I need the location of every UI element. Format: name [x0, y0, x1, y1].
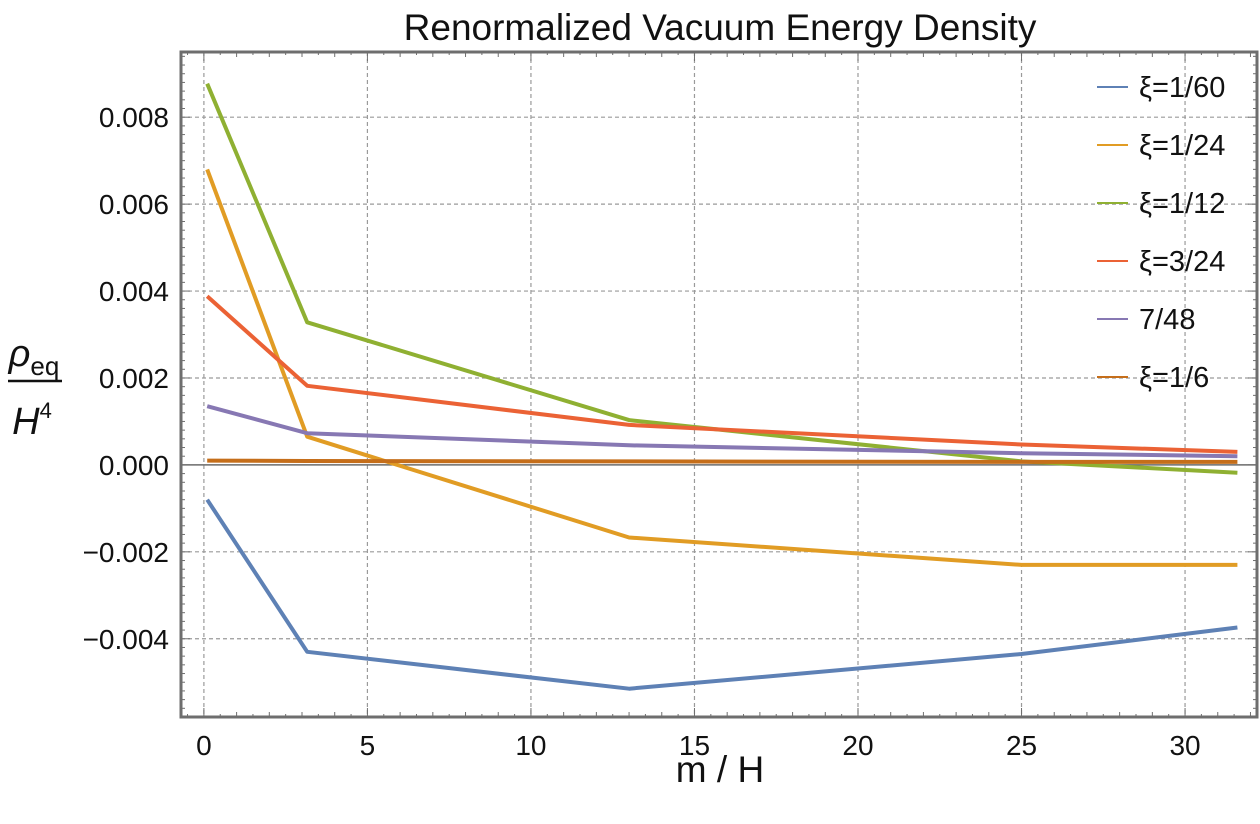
x-tick-label: 20	[842, 730, 873, 761]
legend: ξ=1/60 ξ=1/24 ξ=1/12 ξ=3/24 7/48 ξ=1/6	[1097, 72, 1225, 394]
y-label-subscript: eq	[30, 351, 59, 381]
chart-title: Renormalized Vacuum Energy Density	[404, 7, 1037, 48]
y-axis-label: ρeq H4	[8, 333, 62, 443]
y-tick-label: 0.000	[99, 450, 169, 481]
x-tick-label: 10	[515, 730, 546, 761]
series-line-4	[206, 404, 1238, 459]
svg-text:ρeq: ρeq	[8, 333, 60, 381]
y-tick-label: −0.004	[83, 624, 169, 655]
x-tick-label: 30	[1169, 730, 1200, 761]
x-tick-label: 5	[360, 730, 376, 761]
plot-frame	[179, 50, 1259, 719]
y-tick-label: 0.006	[99, 189, 169, 220]
x-tick-labels: 0 5 10 15 20 25 30	[196, 730, 1201, 761]
legend-label-5: ξ=1/6	[1139, 362, 1209, 394]
y-tick-label: 0.008	[99, 102, 169, 133]
y-label-h: H	[12, 401, 40, 443]
legend-label-0: ξ=1/60	[1139, 72, 1225, 104]
legend-label-4: 7/48	[1139, 304, 1195, 336]
series-line-2	[205, 82, 1238, 475]
y-tick-labels: −0.004 −0.002 0.000 0.002 0.004 0.006 0.008	[83, 102, 169, 655]
grid	[181, 52, 1257, 717]
legend-label-3: ξ=3/24	[1139, 246, 1225, 278]
legend-label-2: ξ=1/12	[1139, 188, 1225, 220]
series-line-5	[207, 458, 1238, 464]
series-line-3	[205, 294, 1238, 454]
series-line-0	[205, 498, 1238, 691]
series-line-1	[205, 168, 1238, 567]
y-label-superscript: 4	[40, 398, 52, 423]
x-tick-label: 0	[196, 730, 212, 761]
series-lines	[205, 82, 1238, 691]
x-tick-label: 15	[679, 730, 710, 761]
x-tick-label: 25	[1006, 730, 1037, 761]
y-tick-label: 0.002	[99, 363, 169, 394]
x-axis-label: m / H	[676, 749, 764, 790]
y-tick-label: 0.004	[99, 276, 169, 307]
legend-label-1: ξ=1/24	[1139, 130, 1225, 162]
y-tick-label: −0.002	[83, 537, 169, 568]
y-label-rho: ρ	[8, 333, 31, 375]
svg-text:H4: H4	[12, 398, 52, 443]
minor-ticks	[181, 52, 1257, 718]
